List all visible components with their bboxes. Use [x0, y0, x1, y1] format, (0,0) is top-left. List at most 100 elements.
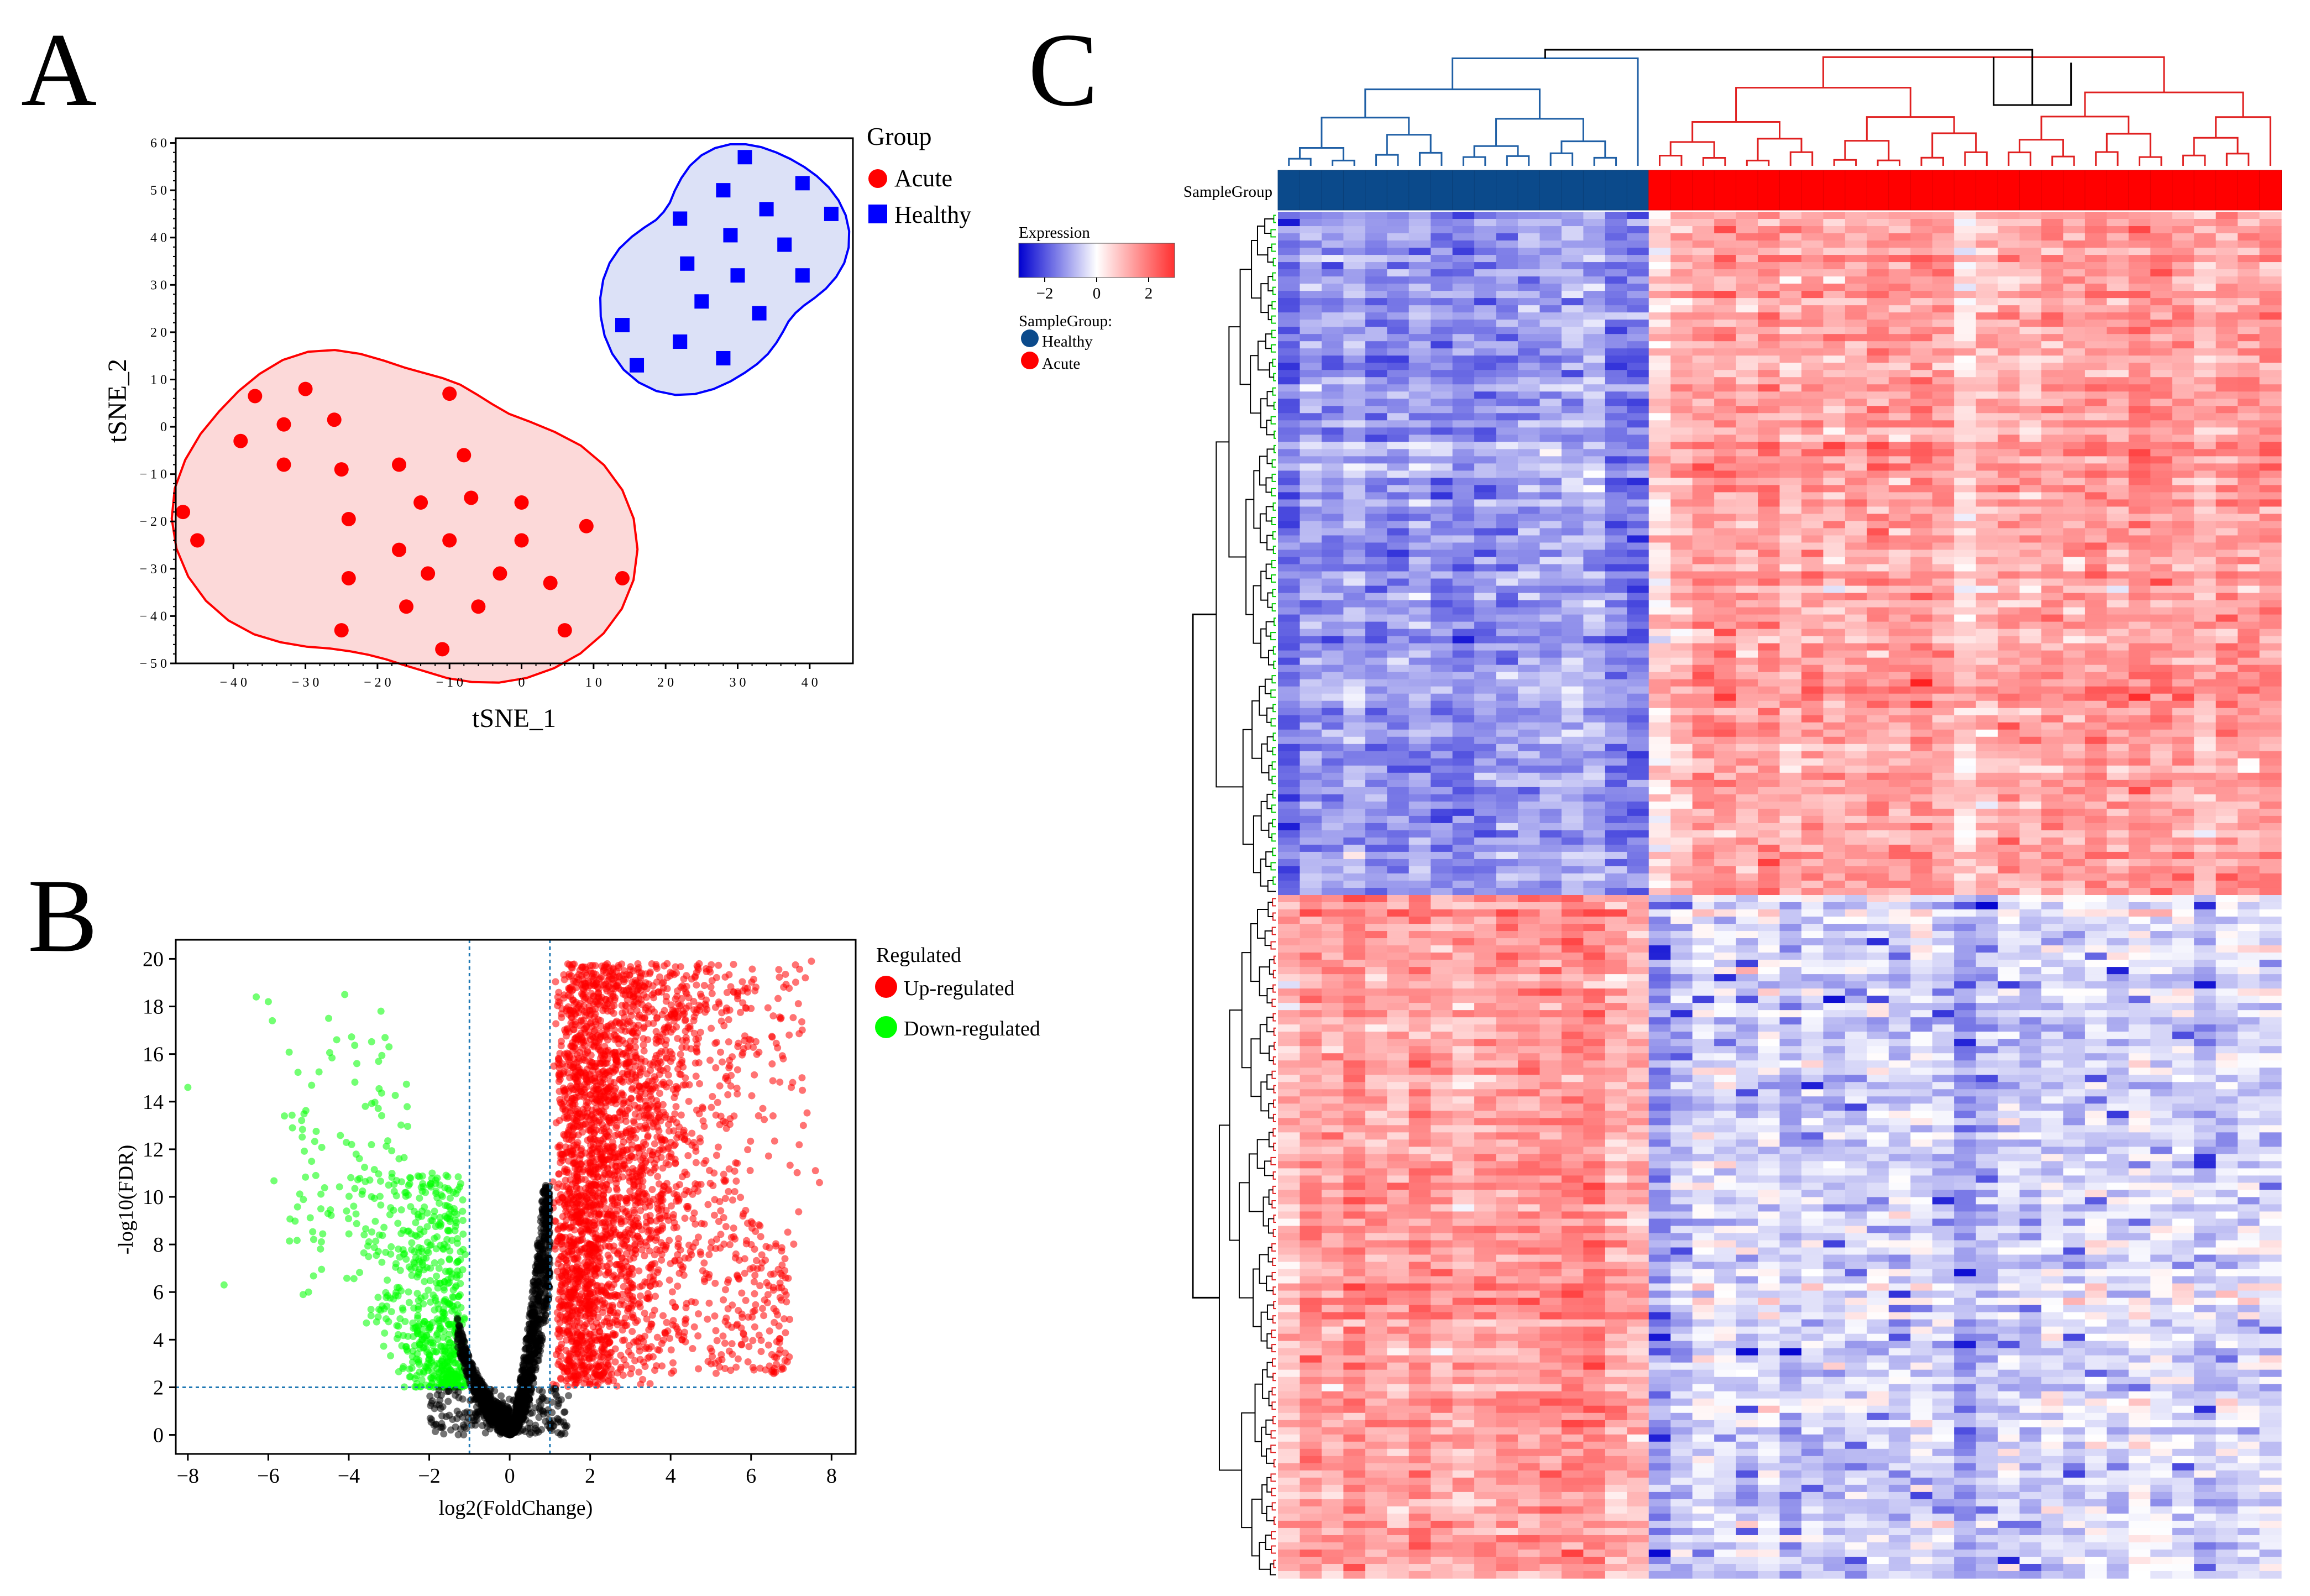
volcano-point-up [709, 1092, 716, 1100]
volcano-point-down [370, 1166, 378, 1174]
volcano-point-up [563, 1049, 571, 1057]
volcano-point-up [731, 1188, 738, 1196]
volcano-point-up [641, 1363, 649, 1370]
volcano-point-up [685, 1097, 693, 1105]
tsne-x-tick-label: 4 0 [802, 676, 818, 690]
volcano-point-up [663, 1054, 671, 1062]
volcano-point-up [568, 964, 576, 972]
volcano-point-down [361, 1164, 369, 1171]
volcano-point-up [630, 1297, 637, 1305]
volcano-point-down [410, 1207, 418, 1215]
volcano-point-up [556, 1056, 563, 1064]
volcano-point-up [706, 1180, 714, 1187]
tsne-point-acute [341, 511, 356, 526]
volcano-point-down [459, 1230, 467, 1238]
volcano-point-up [674, 1282, 682, 1290]
tsne-y-tick-label: 2 0 [150, 326, 167, 340]
tsne-hull-healthy [599, 143, 851, 396]
volcano-point-up [623, 1321, 631, 1329]
volcano-point-down [394, 1220, 402, 1227]
volcano-point-up [632, 1217, 640, 1225]
volcano-point-up [744, 1358, 752, 1365]
volcano-point-down [352, 1210, 360, 1218]
volcano-point-up [597, 1078, 605, 1086]
volcano-point-up [653, 965, 661, 972]
volcano-point-up [573, 1082, 580, 1090]
volcano-point-up [711, 1279, 719, 1287]
volcano-point-up [586, 1343, 594, 1351]
volcano-point-up [750, 1366, 758, 1374]
volcano-point-up [707, 983, 715, 991]
panel-b-label: B [28, 858, 98, 974]
volcano-point-up [556, 1096, 564, 1103]
volcano-point-down [352, 1150, 360, 1158]
volcano-point-up [577, 1332, 584, 1340]
volcano-point-up [630, 1338, 638, 1346]
volcano-point-up [575, 1065, 583, 1072]
volcano-point-up [594, 1086, 602, 1093]
volcano-point-up [619, 1162, 627, 1170]
volcano-point-down [309, 1228, 317, 1236]
volcano-point-up [753, 1050, 761, 1058]
volcano-point-up [556, 1326, 563, 1333]
volcano-point-up [629, 1311, 637, 1318]
volcano-point-up [557, 1241, 565, 1248]
volcano-point-up [611, 1358, 619, 1366]
volcano-point-up [666, 1276, 673, 1284]
volcano-point-down [404, 1332, 412, 1340]
volcano-point-up [713, 1152, 720, 1159]
volcano-point-up [613, 1275, 621, 1283]
tsne-y-tick-label: 1 0 [150, 373, 167, 387]
volcano-point-up [725, 1064, 733, 1072]
tsne-x-tick-label: − 3 0 [292, 676, 319, 690]
volcano-point-up [749, 1337, 757, 1344]
volcano-point-up [760, 1312, 768, 1320]
volcano-point-down [412, 1219, 420, 1227]
volcano-point-up [645, 1085, 653, 1092]
volcano-point-up [594, 1173, 602, 1181]
tsne-y-tick-label: − 4 0 [139, 609, 167, 624]
volcano-point-up [612, 1058, 620, 1066]
volcano-point-up [751, 1071, 758, 1079]
tsne-legend-healthy-label: Healthy [894, 201, 971, 228]
volcano-point-up [561, 1317, 569, 1325]
volcano-point-down [317, 1190, 325, 1198]
volcano-point-up [751, 1323, 758, 1331]
volcano-point-down [387, 1308, 395, 1316]
volcano-point-down [459, 1246, 467, 1253]
volcano-point-up [617, 1215, 625, 1222]
volcano-point-up [648, 1186, 656, 1194]
volcano-point-up [737, 1008, 745, 1016]
volcano-point-up [642, 1213, 650, 1221]
volcano-point-down [454, 1267, 462, 1275]
volcano-point-up [796, 965, 804, 973]
volcano-point-up [712, 1327, 720, 1335]
volcano-point-up [652, 1237, 659, 1244]
volcano-point-up [622, 1060, 630, 1068]
volcano-point-up [725, 1187, 732, 1195]
volcano-point-up [633, 1126, 641, 1133]
tsne-legend-acute-label: Acute [894, 165, 952, 192]
volcano-point-up [771, 1318, 778, 1326]
volcano-point-up [762, 1366, 769, 1374]
volcano-point-up [583, 1159, 591, 1166]
tsne-point-healthy [723, 228, 738, 243]
volcano-point-up [572, 1117, 580, 1124]
volcano-point-down [298, 1126, 306, 1133]
volcano-point-up [609, 1301, 616, 1309]
volcano-point-up [663, 1065, 671, 1072]
volcano-point-down [416, 1173, 423, 1181]
volcano-point-up [648, 1260, 656, 1268]
volcano-point-up [795, 1141, 803, 1149]
volcano-point-down [350, 1275, 358, 1283]
volcano-point-up [729, 1351, 736, 1358]
volcano-point-up [630, 998, 638, 1006]
volcano-point-up [696, 1028, 704, 1036]
volcano-point-down [353, 1220, 360, 1227]
tsne-point-acute [391, 542, 406, 557]
volcano-point-up [732, 1250, 740, 1258]
volcano-point-up [640, 1024, 647, 1032]
volcano-point-down [413, 1273, 421, 1281]
volcano-point-down [421, 1317, 428, 1325]
